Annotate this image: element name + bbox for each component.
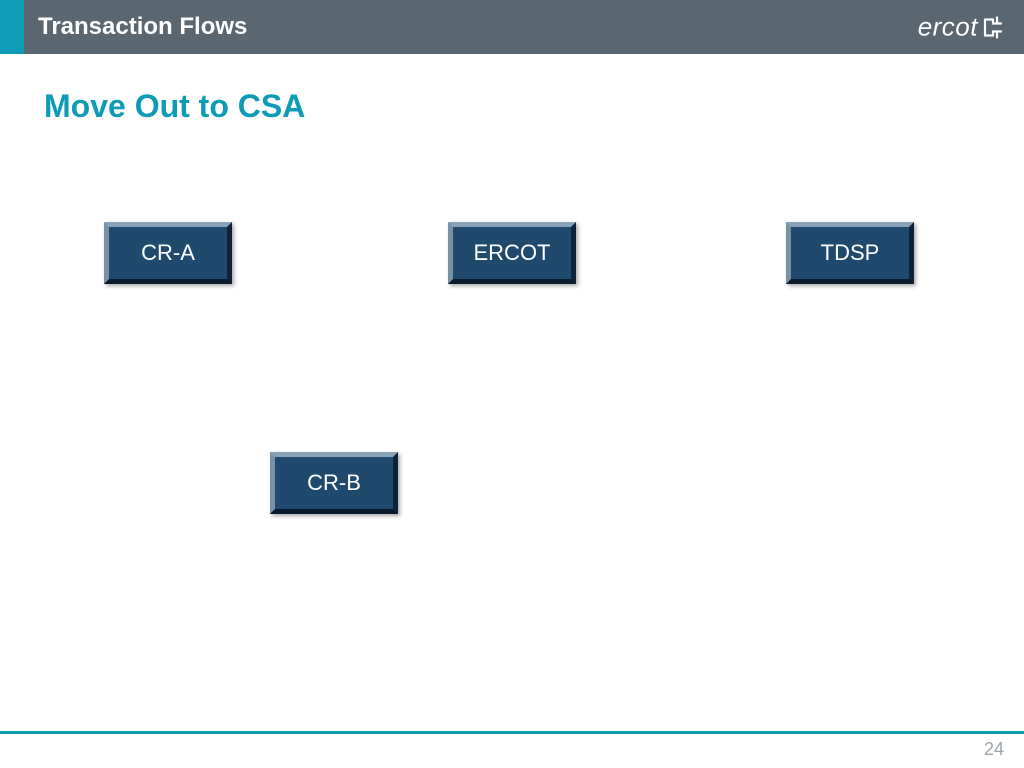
slide-subtitle: Move Out to CSA: [44, 88, 305, 125]
ercot-logo: ercot: [918, 12, 1004, 43]
header-title: Transaction Flows: [38, 13, 247, 41]
header-bar: Transaction Flows ercot: [0, 0, 1024, 54]
node-ercot: ERCOT: [448, 222, 576, 284]
node-cr-b: CR-B: [270, 452, 398, 514]
logo-plug-icon: [982, 13, 1004, 41]
node-cr-a: CR-A: [104, 222, 232, 284]
logo-text: ercot: [918, 12, 978, 43]
page-number: 24: [984, 739, 1004, 760]
node-tdsp: TDSP: [786, 222, 914, 284]
footer-divider: [0, 731, 1024, 734]
header-accent: [0, 0, 24, 54]
